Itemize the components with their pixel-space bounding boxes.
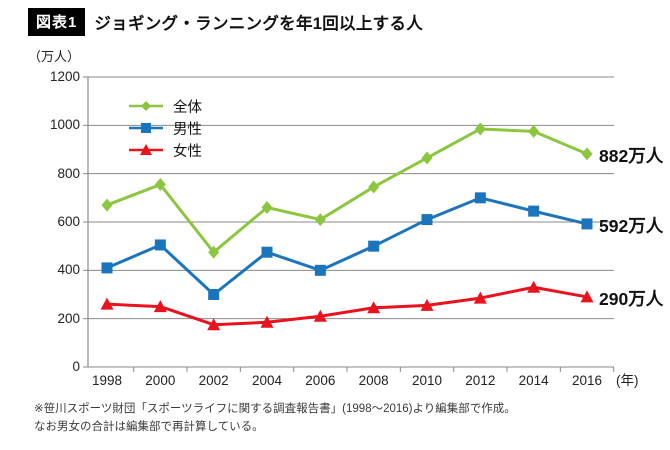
x-axis-label: 2016 [571, 373, 603, 388]
data-point-marker-diamond-icon [528, 124, 540, 138]
y-axis-label: 1000 [49, 117, 80, 133]
data-point-marker-triangle-icon [527, 280, 541, 293]
series-end-label-male: 592万人 [599, 215, 664, 236]
data-point-marker-diamond-icon [101, 198, 113, 212]
data-point-marker-triangle-icon [367, 301, 381, 314]
x-axis-label: 2008 [358, 373, 389, 388]
data-point-marker-square-icon [154, 239, 166, 251]
y-axis-label: 400 [57, 262, 80, 278]
source-note: ※笹川スポーツ財団「スポーツライフに関する調査報告書」(1998～2016)より… [34, 401, 516, 437]
legend-item-male: 男性 [128, 117, 202, 139]
legend-square-swatch-icon [129, 123, 163, 133]
legend-label-male: 男性 [173, 121, 202, 138]
data-point-marker-diamond-icon [154, 178, 166, 192]
x-axis-label: 1998 [91, 373, 123, 388]
x-axis-label: 2000 [145, 373, 176, 388]
y-axis-label: 600 [57, 214, 80, 229]
data-point-marker-triangle-icon [473, 291, 487, 304]
data-point-marker-triangle-icon [100, 297, 114, 310]
source-note-line1: ※笹川スポーツ財団「スポーツライフに関する調査報告書」(1998～2016)より… [34, 403, 516, 415]
data-point-marker-triangle-icon [260, 315, 274, 328]
chart-legend: 全体 男性 女性 [128, 95, 202, 161]
data-point-marker-square-icon [528, 205, 540, 217]
y-axis-label: 0 [72, 359, 80, 374]
series-end-label-total: 882万人 [599, 145, 664, 166]
figure-header: 図表1 ジョギング・ランニングを年1回以上する人 [28, 8, 423, 36]
data-point-marker-diamond-icon [421, 151, 433, 165]
legend-item-female: 女性 [128, 139, 202, 161]
x-axis-label: 2002 [198, 373, 229, 388]
x-axis-label: 2010 [411, 373, 443, 388]
data-point-marker-triangle-icon [420, 298, 434, 311]
data-point-marker-square-icon [421, 214, 433, 226]
data-point-marker-square-icon [208, 289, 220, 300]
data-point-marker-triangle-icon [207, 318, 221, 331]
x-axis-label: 2004 [251, 373, 283, 388]
data-point-marker-diamond-icon [474, 122, 486, 136]
data-point-marker-diamond-icon [581, 147, 593, 161]
figure-title: ジョギング・ランニングを年1回以上する人 [94, 15, 424, 33]
data-point-marker-diamond-icon [208, 245, 220, 259]
legend-triangle-swatch-icon [129, 144, 163, 155]
figure-badge: 図表1 [28, 8, 86, 36]
data-point-marker-square-icon [261, 246, 273, 258]
legend-item-total: 全体 [128, 95, 202, 117]
data-point-marker-diamond-icon [314, 213, 326, 227]
data-point-marker-triangle-icon [580, 290, 594, 303]
series-end-label-female: 290万人 [599, 288, 664, 309]
data-point-marker-square-icon [474, 192, 486, 204]
data-point-marker-square-icon [581, 218, 593, 230]
legend-label-female: 女性 [173, 143, 202, 160]
y-axis-label: 200 [57, 310, 80, 326]
legend-label-total: 全体 [173, 99, 202, 116]
x-axis-label: 2006 [305, 373, 336, 388]
x-axis-label: 2012 [465, 373, 496, 388]
data-point-marker-square-icon [314, 264, 326, 276]
y-axis-unit-label: （万人） [28, 49, 81, 64]
data-point-marker-square-icon [368, 240, 380, 252]
y-axis-label: 1200 [49, 69, 80, 84]
series-line-female [106, 285, 588, 327]
series-line-total [106, 127, 588, 254]
legend-diamond-swatch-icon [129, 101, 163, 111]
series-line-male [106, 196, 588, 296]
data-point-marker-triangle-icon [153, 300, 167, 313]
data-point-marker-diamond-icon [368, 180, 380, 194]
x-axis-label: 2014 [518, 373, 549, 388]
x-axis-unit-label: (年) [616, 373, 639, 388]
source-note-line2: なお男女の合計は編集部で再計算している。 [34, 420, 264, 433]
data-point-marker-square-icon [101, 262, 113, 274]
data-point-marker-diamond-icon [261, 201, 273, 214]
data-point-marker-triangle-icon [313, 309, 327, 322]
y-axis-label: 800 [57, 165, 80, 181]
